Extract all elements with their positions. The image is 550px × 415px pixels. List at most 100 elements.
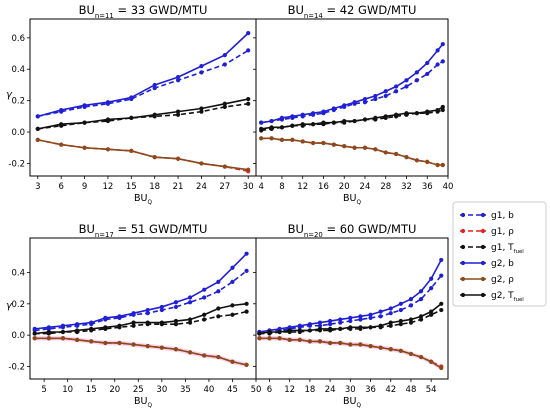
data-point bbox=[216, 306, 221, 311]
data-point bbox=[117, 314, 122, 319]
data-point bbox=[378, 345, 383, 350]
data-point bbox=[222, 101, 227, 106]
data-point bbox=[348, 315, 353, 320]
x-axis-label: BUQ bbox=[343, 193, 361, 206]
y-tick-label: 0.4 bbox=[11, 65, 25, 75]
data-point bbox=[259, 136, 264, 141]
data-point bbox=[35, 137, 40, 142]
x-tick-label: 16 bbox=[318, 182, 329, 192]
data-point bbox=[429, 309, 434, 314]
data-point bbox=[129, 95, 134, 100]
data-point bbox=[342, 144, 347, 149]
x-tick-label: 21 bbox=[173, 182, 184, 192]
data-point bbox=[394, 112, 399, 117]
data-point bbox=[152, 112, 157, 117]
y-tick-label: 0.6 bbox=[11, 34, 25, 44]
legend-label: g1, ρ bbox=[491, 227, 514, 237]
data-point bbox=[414, 78, 419, 83]
data-point bbox=[259, 120, 264, 125]
data-point bbox=[230, 265, 235, 270]
data-point bbox=[152, 155, 157, 160]
x-tick-label: 40 bbox=[204, 385, 215, 395]
data-point bbox=[216, 314, 221, 319]
data-point bbox=[378, 309, 383, 314]
data-point bbox=[222, 104, 227, 110]
data-point bbox=[317, 323, 323, 328]
panel-title: BUn=17 = 51 GWD/MTU bbox=[79, 222, 208, 239]
data-point bbox=[173, 347, 179, 352]
data-point bbox=[348, 325, 353, 330]
x-axis-label: BUQ bbox=[134, 193, 152, 206]
data-point bbox=[439, 273, 444, 278]
x-tick-label: 10 bbox=[62, 385, 73, 395]
data-point bbox=[60, 329, 66, 335]
legend-marker bbox=[460, 276, 466, 282]
data-point bbox=[89, 320, 94, 325]
data-point bbox=[103, 340, 108, 346]
data-point bbox=[222, 164, 227, 169]
legend: g1, b g1, ρ g1, Tfuel g2, b g2, ρ g2, Tfuel bbox=[452, 201, 547, 307]
data-point bbox=[439, 257, 444, 263]
uncertainty-band bbox=[34, 335, 247, 368]
data-point bbox=[173, 322, 179, 327]
data-point bbox=[373, 93, 378, 99]
series-line bbox=[34, 270, 248, 332]
y-tick-label: 0.2 bbox=[11, 97, 25, 107]
data-point bbox=[187, 320, 193, 325]
x-tick-label: 30 bbox=[156, 385, 167, 395]
series-line bbox=[37, 139, 249, 171]
data-point bbox=[103, 325, 108, 330]
data-point bbox=[152, 85, 157, 91]
data-point bbox=[59, 107, 64, 113]
data-point bbox=[131, 323, 136, 328]
data-point bbox=[199, 161, 204, 166]
x-tick-label: 18 bbox=[304, 385, 315, 395]
chart-panel-3: 5 10 15 20 25 30 35 40 45 50 -0.2 0.0 0.2 0.4 BUn=17 =… bbox=[6, 222, 261, 409]
x-tick-label: 12 bbox=[103, 182, 114, 192]
data-point bbox=[175, 78, 181, 83]
data-point bbox=[129, 148, 134, 153]
data-point bbox=[425, 159, 430, 164]
data-point bbox=[159, 320, 164, 325]
x-axis-label: BUQ bbox=[134, 396, 152, 409]
data-point bbox=[74, 337, 80, 342]
data-point bbox=[362, 100, 368, 105]
data-point bbox=[310, 140, 316, 146]
data-point bbox=[159, 345, 164, 350]
data-point bbox=[378, 323, 383, 328]
data-point bbox=[267, 329, 272, 335]
data-point bbox=[297, 328, 302, 333]
data-point bbox=[321, 120, 326, 125]
data-point bbox=[202, 312, 207, 317]
data-point bbox=[408, 303, 414, 308]
data-point bbox=[394, 84, 399, 89]
data-point bbox=[202, 287, 207, 292]
data-point bbox=[145, 307, 150, 313]
x-tick-label: 4 bbox=[258, 182, 263, 192]
x-tick-label: 25 bbox=[133, 385, 144, 395]
data-point bbox=[348, 342, 353, 347]
y-tick-label: 0.2 bbox=[11, 300, 25, 310]
data-point bbox=[202, 353, 207, 358]
data-point bbox=[279, 115, 285, 121]
data-point bbox=[46, 329, 51, 335]
data-point bbox=[145, 320, 150, 325]
data-point bbox=[321, 109, 326, 114]
x-tick-label: 45 bbox=[227, 385, 238, 395]
data-point bbox=[425, 109, 430, 114]
legend-marker bbox=[480, 244, 486, 250]
series-line bbox=[261, 43, 444, 124]
y-tick-label: 0.4 bbox=[11, 268, 25, 278]
data-point bbox=[175, 109, 181, 114]
data-point bbox=[244, 309, 249, 314]
data-point bbox=[222, 53, 227, 58]
data-point bbox=[373, 147, 378, 152]
x-tick-label: 6 bbox=[58, 182, 63, 192]
data-point bbox=[277, 329, 282, 335]
data-point bbox=[373, 96, 378, 102]
data-point bbox=[383, 89, 388, 94]
data-point bbox=[373, 115, 378, 121]
data-point bbox=[362, 96, 368, 102]
data-point bbox=[244, 251, 249, 256]
y-tick-label: -0.2 bbox=[8, 159, 25, 169]
